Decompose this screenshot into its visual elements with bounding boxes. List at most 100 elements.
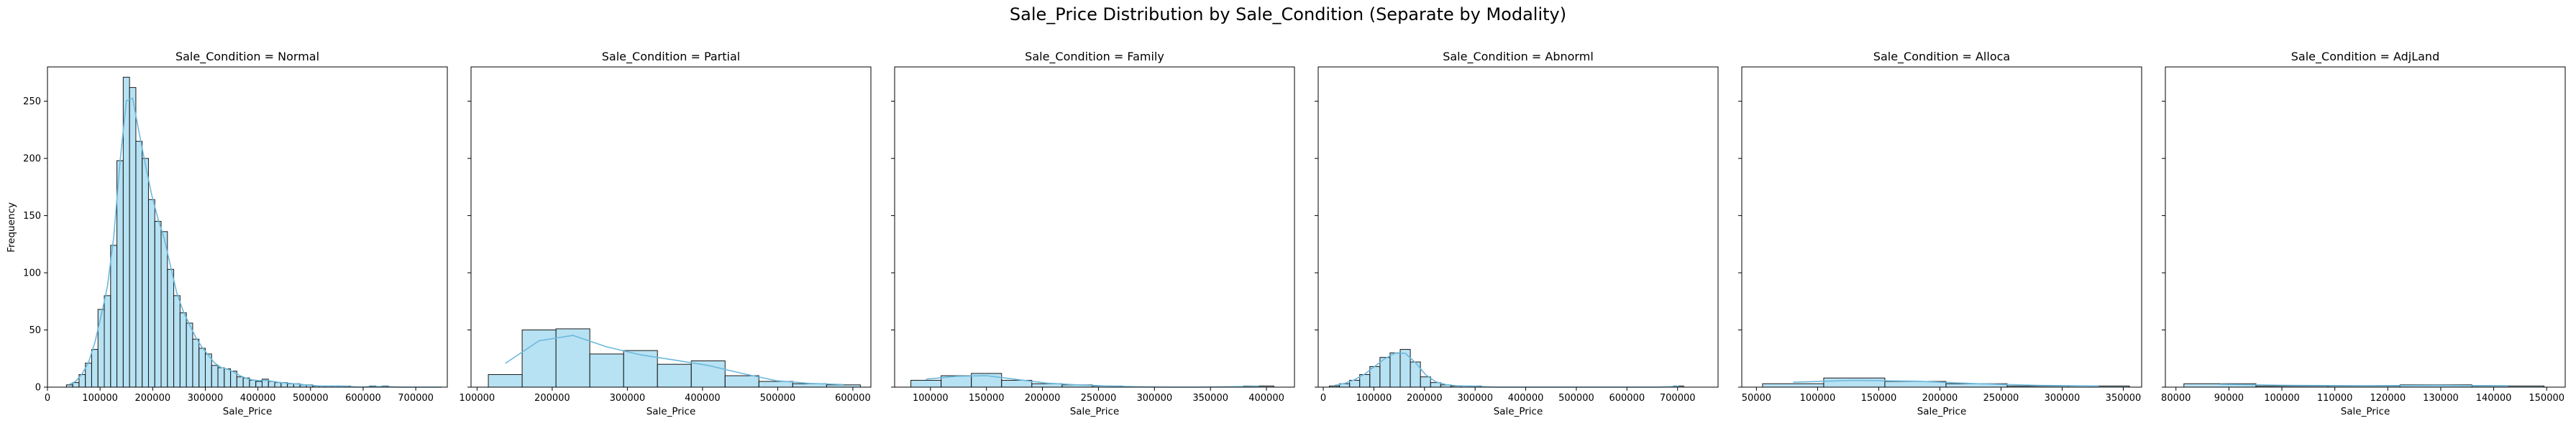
- kde-curve: [69, 97, 442, 388]
- histogram-bar: [104, 295, 111, 388]
- x-tick-label: 150000: [2529, 393, 2564, 404]
- x-tick-label: 100000: [460, 393, 495, 404]
- histogram-bar: [72, 382, 80, 388]
- x-tick-label: 200000: [134, 393, 170, 404]
- x-tick-label: 700000: [398, 393, 434, 404]
- x-tick-label: 300000: [1457, 393, 1493, 404]
- histogram-bar: [167, 268, 175, 388]
- x-tick-label: 400000: [1248, 393, 1284, 404]
- x-tick-label: 90000: [2214, 393, 2244, 404]
- x-tick-label: 130000: [2423, 393, 2459, 404]
- x-tick-label: 300000: [1137, 393, 1173, 404]
- histogram-bar: [758, 381, 793, 388]
- panel-title: Sale_Condition = Family: [1025, 50, 1164, 64]
- x-tick-label: 600000: [835, 393, 871, 404]
- x-tick-label: 200000: [1922, 393, 1958, 404]
- y-tick-label: 200: [23, 154, 41, 165]
- x-tick-label: 250000: [1983, 393, 2019, 404]
- panel-1: Sale_Condition = Partial 100000 200000 3000…: [460, 50, 872, 417]
- x-tick-label: 300000: [188, 393, 224, 404]
- x-tick-label: 350000: [2106, 393, 2142, 404]
- x-tick-label: 120000: [2370, 393, 2406, 404]
- histogram-bar: [160, 231, 168, 388]
- histogram-bar: [1420, 376, 1431, 388]
- axes-frame: [1741, 66, 2142, 388]
- histogram-bar: [179, 312, 187, 388]
- y-axis-label: Frequency: [6, 202, 17, 253]
- x-tick-label: 110000: [2317, 393, 2353, 404]
- x-axis-label: Sale_Price: [223, 406, 273, 417]
- x-tick-label: 700000: [1660, 393, 1696, 404]
- x-axis-label: Sale_Price: [1070, 406, 1120, 417]
- y-tick-label: 150: [23, 211, 41, 222]
- histogram-bars: [1328, 349, 1684, 388]
- panel-title: Sale_Condition = Alloca: [1873, 50, 2010, 64]
- x-tick-label: 140000: [2476, 393, 2512, 404]
- histogram-bars: [488, 328, 861, 388]
- histogram-bars: [65, 76, 389, 388]
- x-tick-label: 400000: [1508, 393, 1544, 404]
- axes-frame: [470, 66, 872, 388]
- x-axis-label: Sale_Price: [2341, 406, 2390, 417]
- panel-title: Sale_Condition = Partial: [602, 50, 740, 64]
- x-axis-label: Sale_Price: [1917, 406, 1967, 417]
- histogram-bar: [224, 368, 232, 388]
- x-tick-label: 500000: [760, 393, 796, 404]
- panel-title: Sale_Condition = AdjLand: [2291, 50, 2439, 64]
- x-tick-label: 150000: [969, 393, 1005, 404]
- x-tick-label: 200000: [1025, 393, 1061, 404]
- histogram-bar: [154, 221, 162, 388]
- histogram-bar: [268, 381, 275, 388]
- x-tick-label: 200000: [1407, 393, 1443, 404]
- histogram-bar: [1399, 349, 1411, 388]
- histogram-bar: [211, 365, 219, 388]
- x-tick-label: 50000: [1742, 393, 1771, 404]
- kde-curve: [2219, 384, 2508, 386]
- histogram-bar: [910, 379, 942, 388]
- x-tick-label: 100000: [913, 393, 949, 404]
- histogram-bar: [173, 295, 181, 388]
- x-tick-label: 80000: [2161, 393, 2191, 404]
- histogram-bar: [589, 353, 624, 388]
- y-tick-label: 0: [35, 383, 41, 394]
- x-tick-label: 400000: [240, 393, 276, 404]
- histogram-bar: [488, 374, 523, 388]
- histogram-bar: [198, 348, 206, 388]
- histogram-bar: [1823, 377, 1886, 388]
- axes-frame: [47, 66, 448, 388]
- panel-5: Sale_Condition = AdjLand 80000 90000 100000…: [2161, 50, 2566, 417]
- histogram-bar: [657, 363, 692, 388]
- y-tick-label: 100: [23, 268, 41, 279]
- histogram-bar: [236, 376, 244, 388]
- histogram-bar: [186, 322, 193, 388]
- x-axis-label: Sale_Price: [1494, 406, 1543, 417]
- panel-2: Sale_Condition = Family 100000 150000 20000…: [891, 50, 1295, 417]
- histogram-bar: [135, 140, 143, 388]
- x-tick-label: 100000: [2264, 393, 2300, 404]
- histogram-bar: [690, 360, 726, 388]
- x-tick-label: 100000: [1356, 393, 1392, 404]
- facet-grid: Sale_Condition = Normal 0 100000 200000 3000…: [23, 50, 2566, 417]
- histogram-bar: [1762, 383, 1824, 388]
- x-tick-label: 300000: [2045, 393, 2081, 404]
- x-tick-label: 300000: [610, 393, 646, 404]
- x-tick-label: 600000: [1609, 393, 1645, 404]
- histogram-bar: [623, 350, 658, 388]
- histogram-bar: [287, 383, 294, 388]
- panel-3: Sale_Condition = Abnorml 0 100000 200000 300…: [1315, 50, 1719, 417]
- histogram-bar: [142, 158, 149, 388]
- x-tick-label: 500000: [1558, 393, 1594, 404]
- panel-title: Sale_Condition = Abnorml: [1443, 50, 1594, 64]
- histogram-bar: [1410, 361, 1421, 388]
- histogram-bar: [274, 382, 282, 388]
- y-tick-label: 250: [23, 96, 41, 107]
- x-tick-label: 150000: [1861, 393, 1897, 404]
- histogram-bar: [97, 309, 105, 388]
- histogram-bar: [249, 379, 257, 388]
- figure-title: Sale_Price Distribution by Sale_Conditio…: [1010, 4, 1566, 24]
- axes-frame: [894, 66, 1295, 388]
- x-tick-label: 400000: [685, 393, 721, 404]
- y-tick-label: 50: [29, 325, 41, 336]
- x-tick-label: 250000: [1081, 393, 1117, 404]
